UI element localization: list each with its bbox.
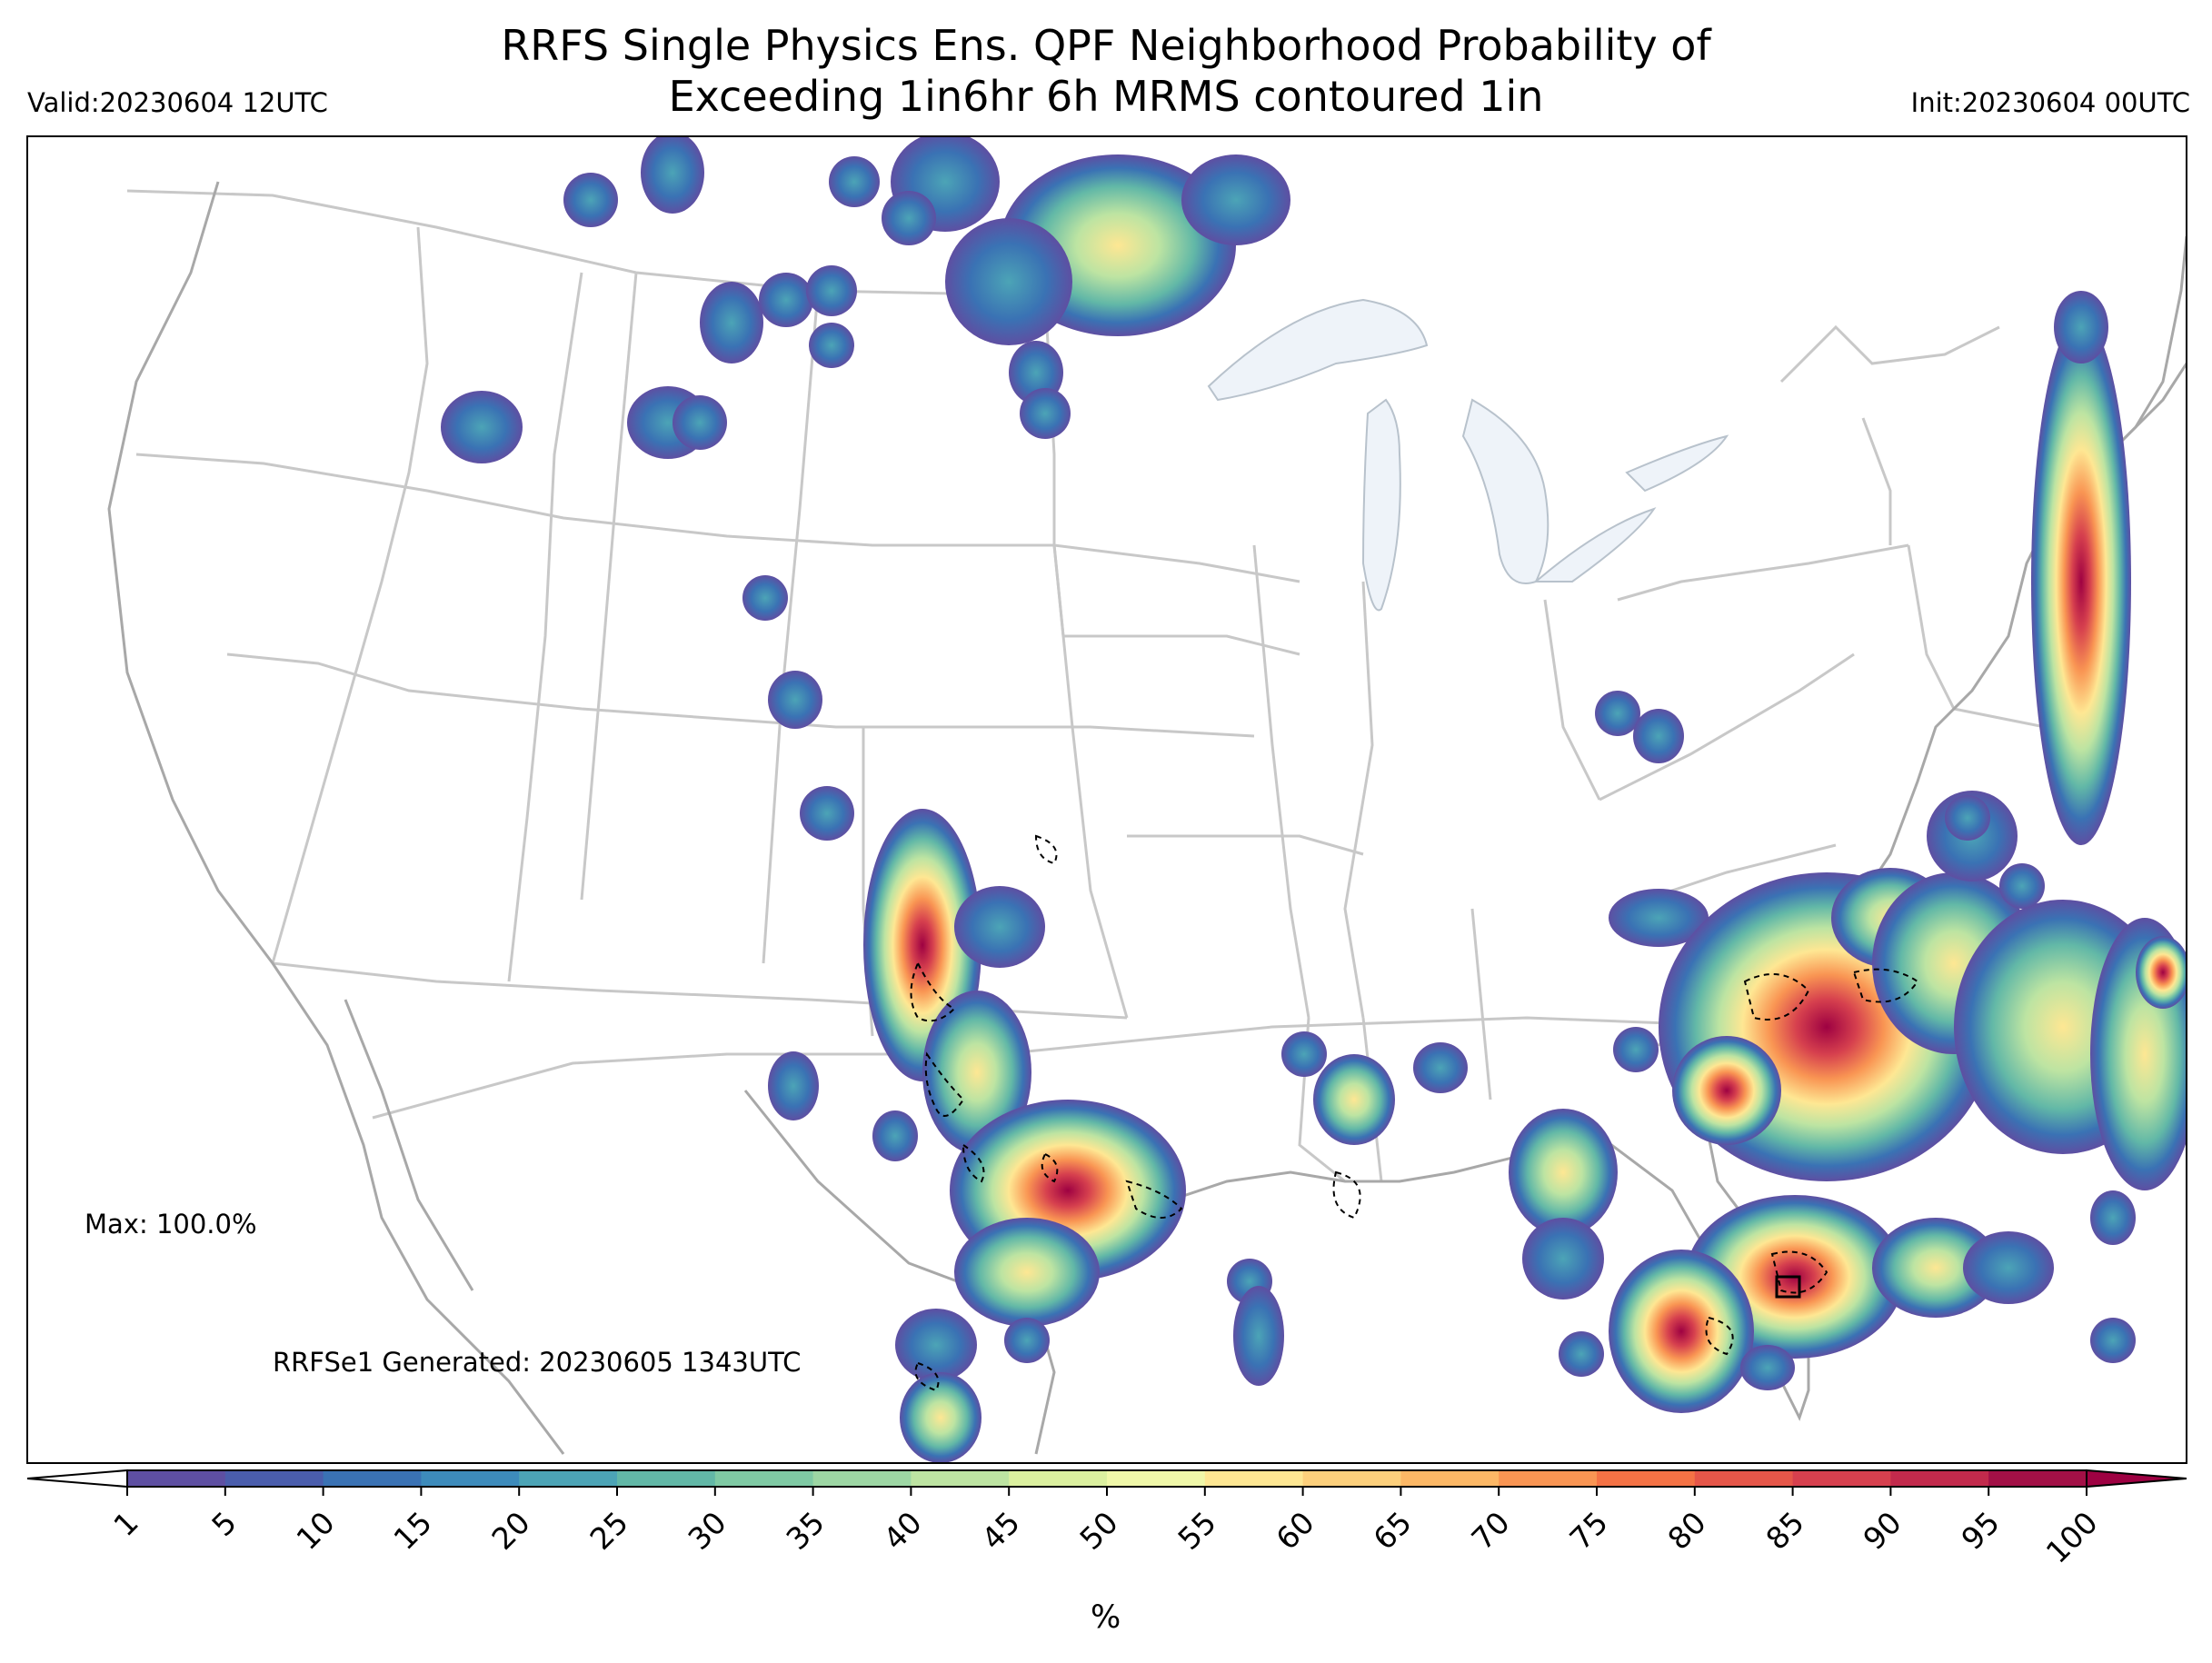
colorbar-segment: [1302, 1470, 1401, 1487]
colorbar-max-extend: [2086, 1469, 2187, 1489]
valid-time-label: Valid:20230604 12UTC: [27, 87, 328, 118]
colorbar-segment: [1792, 1470, 1891, 1487]
colorbar-segment: [421, 1470, 520, 1487]
map-frame: [26, 135, 2187, 1464]
map-title: RRFS Single Physics Ens. QPF Neighborhoo…: [501, 21, 1711, 121]
colorbar-segment: [1597, 1470, 1696, 1487]
colorbar-tick-marks: [126, 1487, 2087, 1496]
colorbar-segment: [1204, 1470, 1304, 1487]
colorbar-segment: [1890, 1470, 1989, 1487]
colorbar-segment: [224, 1470, 324, 1487]
colorbar-segment: [323, 1470, 422, 1487]
colorbar-segment: [1694, 1470, 1794, 1487]
colorbar-segment: [617, 1470, 716, 1487]
colorbar-segments: [126, 1469, 2087, 1488]
colorbar-min-extend: [26, 1469, 128, 1489]
colorbar-segment: [1988, 1470, 2087, 1487]
colorbar-segment: [1009, 1470, 1108, 1487]
mrms-1in-contours: [910, 834, 1919, 1392]
colorbar-segment: [1499, 1470, 1598, 1487]
max-location-marker: [1775, 1275, 1801, 1299]
colorbar-segment: [911, 1470, 1010, 1487]
colorbar-segment: [812, 1470, 912, 1487]
init-time-label: Init:20230604 00UTC: [1910, 87, 2190, 118]
colorbar-segment: [714, 1470, 814, 1487]
colorbar-segment: [1107, 1470, 1206, 1487]
colorbar-segment: [1400, 1470, 1500, 1487]
colorbar-segment: [519, 1470, 618, 1487]
max-value-label: Max: 100.0%: [85, 1209, 257, 1240]
generated-label: RRFSe1 Generated: 20230605 1343UTC: [273, 1347, 802, 1378]
probability-areas: [441, 136, 2187, 1463]
colorbar-segment: [127, 1470, 226, 1487]
colorbar-units: %: [1091, 1599, 1121, 1636]
great-lakes: [1207, 298, 1729, 612]
